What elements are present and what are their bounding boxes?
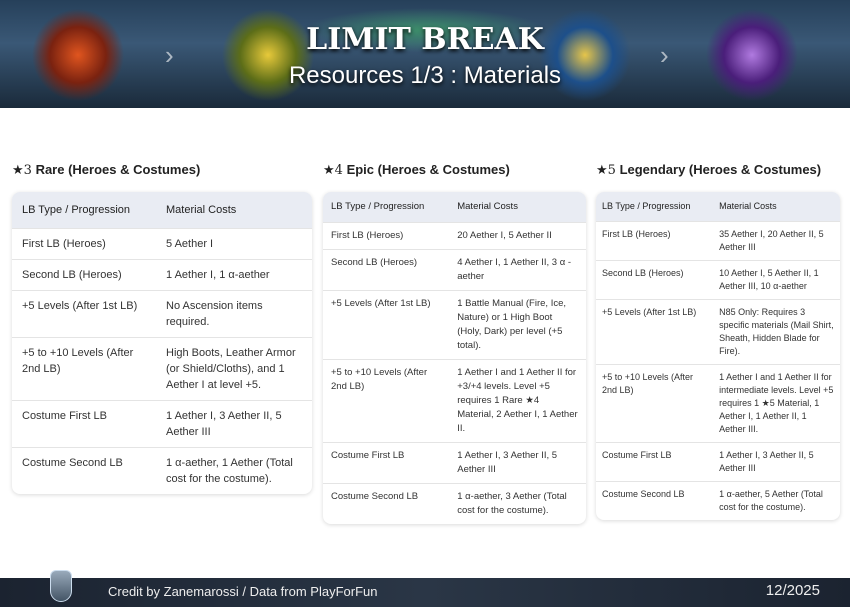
section-epic: ★4 Epic (Heroes & Costumes) LB Type / Pro… — [323, 162, 586, 524]
page-title: LIMIT BREAK — [306, 22, 544, 57]
table-cell: 1 α-aether, 3 Aether (Total cost for the… — [449, 483, 586, 524]
table-row: +5 Levels (After 1st LB) No Ascension ite… — [12, 290, 312, 338]
table-row: Second LB (Heroes) 10 Aether I, 5 Aether … — [596, 260, 840, 300]
table-header: LB Type / Progression Material Costs — [323, 192, 586, 223]
table-cell: 1 Aether I and 1 Aether II for +3/+4 lev… — [449, 359, 586, 443]
column-header: LB Type / Progression — [323, 192, 450, 223]
table-row: Costume First LB 1 Aether I, 3 Aether II,… — [12, 400, 312, 448]
table-cell: First LB (Heroes) — [12, 228, 156, 260]
table-row: Costume Second LB 1 α-aether, 5 Aether (T… — [596, 481, 840, 520]
section-title-text: Epic (Heroes & Costumes) — [346, 162, 510, 177]
table-cell: 1 Battle Manual (Fire, Ice, Nature) or 1… — [449, 290, 586, 360]
table-cell: 20 Aether I, 5 Aether II — [449, 222, 586, 250]
knight-logo-icon — [50, 570, 72, 602]
column-header: LB Type / Progression — [596, 192, 714, 222]
table-cell: 1 Aether I, 3 Aether II, 5 Aether III — [449, 442, 586, 484]
table-cell: 1 α-aether, 5 Aether (Total cost for the… — [713, 481, 840, 520]
table-cell: +5 to +10 Levels (After 2nd LB) — [596, 364, 714, 443]
star-rating: ★3 — [12, 163, 32, 178]
section-title: ★4 Epic (Heroes & Costumes) — [323, 162, 586, 178]
table-row: Costume First LB 1 Aether I, 3 Aether II,… — [596, 442, 840, 482]
table-cell: 35 Aether I, 20 Aether II, 5 Aether III — [713, 221, 840, 261]
table-row: +5 Levels (After 1st LB) N85 Only: Requir… — [596, 299, 840, 365]
banner: › › LIMIT BREAK Resources 1/3 : Material… — [0, 0, 850, 108]
table-cell: Second LB (Heroes) — [12, 259, 156, 291]
section-title: ★5 Legendary (Heroes & Costumes) — [596, 162, 840, 178]
table-header: LB Type / Progression Material Costs — [12, 192, 312, 229]
table-cell: 1 α-aether, 1 Aether (Total cost for the… — [156, 447, 312, 494]
section-legendary: ★5 Legendary (Heroes & Costumes) LB Type … — [596, 162, 840, 520]
table-cell: +5 Levels (After 1st LB) — [12, 290, 156, 338]
table-row: Costume Second LB 1 α-aether, 1 Aether (T… — [12, 447, 312, 494]
table-cell: 5 Aether I — [156, 228, 312, 260]
table-row: +5 to +10 Levels (After 2nd LB) High Boot… — [12, 337, 312, 401]
column-header: Material Costs — [156, 192, 312, 229]
table-cell: 1 Aether I, 3 Aether II, 5 Aether III — [713, 442, 840, 482]
table-cell: No Ascension items required. — [156, 290, 312, 338]
table-row: First LB (Heroes) 35 Aether I, 20 Aether … — [596, 221, 840, 261]
table-cell: 4 Aether I, 1 Aether II, 3 α -aether — [449, 249, 586, 291]
table-cell: N85 Only: Requires 3 specific materials … — [713, 299, 840, 365]
column-header: LB Type / Progression — [12, 192, 156, 229]
footer: Credit by Zanemarossi / Data from PlayFo… — [0, 570, 850, 607]
section-title-text: Legendary (Heroes & Costumes) — [619, 162, 822, 177]
table-cell: Costume First LB — [12, 400, 156, 448]
table-cell: 10 Aether I, 5 Aether II, 1 Aether III, … — [713, 260, 840, 300]
table-row: Costume Second LB 1 α-aether, 3 Aether (T… — [323, 483, 586, 524]
table-row: +5 Levels (After 1st LB) 1 Battle Manual … — [323, 290, 586, 360]
column-header: Material Costs — [713, 192, 840, 222]
table-row: +5 to +10 Levels (After 2nd LB) 1 Aether … — [323, 359, 586, 443]
table-cell: First LB (Heroes) — [323, 222, 450, 250]
table-cell: 1 Aether I, 3 Aether II, 5 Aether III — [156, 400, 312, 448]
credit-text: Credit by Zanemarossi / Data from PlayFo… — [108, 584, 378, 599]
table-cell: Second LB (Heroes) — [323, 249, 450, 291]
table-cell: Costume Second LB — [323, 483, 450, 524]
materials-table: LB Type / Progression Material Costs First… — [596, 192, 840, 520]
table-cell: +5 Levels (After 1st LB) — [596, 299, 714, 365]
table-row: First LB (Heroes) 20 Aether I, 5 Aether I… — [323, 222, 586, 250]
table-cell: +5 to +10 Levels (After 2nd LB) — [323, 359, 450, 443]
section-rare: ★3 Rare (Heroes & Costumes) LB Type / Pro… — [12, 162, 312, 494]
materials-table: LB Type / Progression Material Costs First… — [12, 192, 312, 494]
section-title: ★3 Rare (Heroes & Costumes) — [12, 162, 312, 178]
star-rating: ★5 — [596, 163, 616, 178]
table-row: +5 to +10 Levels (After 2nd LB) 1 Aether … — [596, 364, 840, 443]
page-subtitle: Resources 1/3 : Materials — [288, 62, 562, 89]
table-row: Second LB (Heroes) 1 Aether I, 1 α-aether — [12, 259, 312, 291]
star-rating: ★4 — [323, 163, 343, 178]
table-cell: First LB (Heroes) — [596, 221, 714, 261]
table-cell: +5 to +10 Levels (After 2nd LB) — [12, 337, 156, 401]
column-header: Material Costs — [449, 192, 586, 223]
table-cell: +5 Levels (After 1st LB) — [323, 290, 450, 360]
section-title-text: Rare (Heroes & Costumes) — [35, 162, 201, 177]
table-row: Costume First LB 1 Aether I, 3 Aether II,… — [323, 442, 586, 484]
chevron-right-icon: › — [165, 40, 174, 70]
table-cell: 1 Aether I, 1 α-aether — [156, 259, 312, 291]
table-header: LB Type / Progression Material Costs — [596, 192, 840, 222]
table-cell: Second LB (Heroes) — [596, 260, 714, 300]
table-cell: High Boots, Leather Armor (or Shield/Clo… — [156, 337, 312, 401]
table-row: First LB (Heroes) 5 Aether I — [12, 228, 312, 260]
table-cell: Costume First LB — [596, 442, 714, 482]
table-cell: 1 Aether I and 1 Aether II for intermedi… — [713, 364, 840, 443]
materials-table: LB Type / Progression Material Costs First… — [323, 192, 586, 524]
chevron-right-icon: › — [660, 40, 669, 70]
date-text: 12/2025 — [765, 582, 820, 599]
table-row: Second LB (Heroes) 4 Aether I, 1 Aether I… — [323, 249, 586, 291]
table-cell: Costume Second LB — [596, 481, 714, 520]
table-cell: Costume First LB — [323, 442, 450, 484]
table-cell: Costume Second LB — [12, 447, 156, 494]
